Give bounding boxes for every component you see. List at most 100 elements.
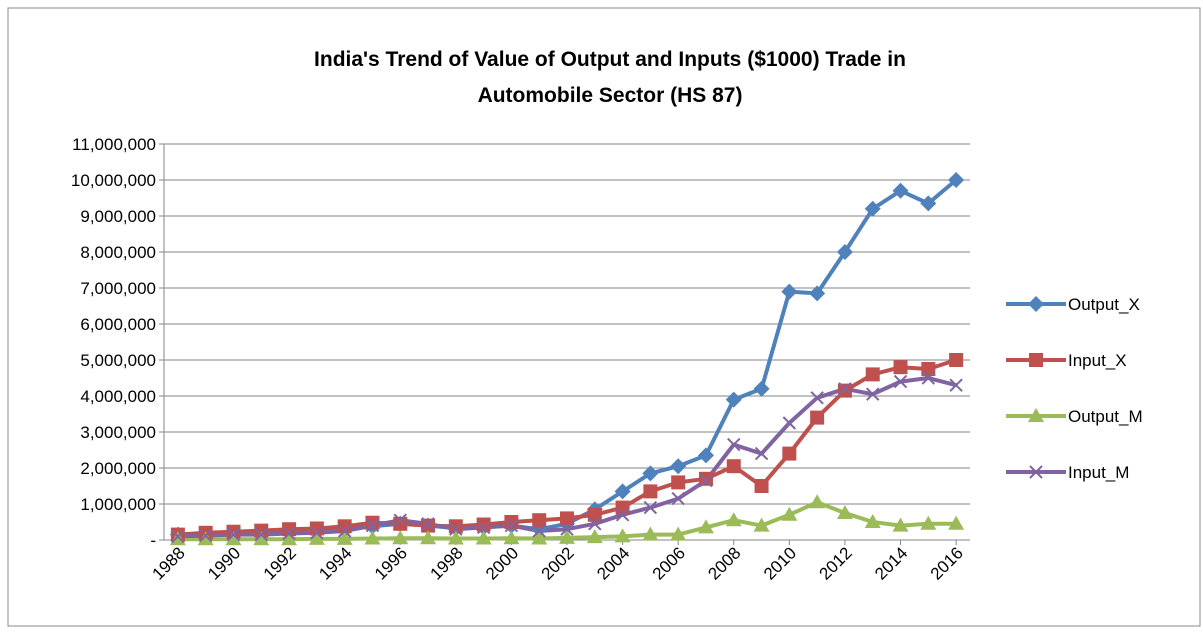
- marker: [892, 182, 909, 199]
- marker: [503, 530, 520, 545]
- marker: [559, 529, 575, 544]
- marker: [336, 530, 353, 545]
- marker: [671, 475, 686, 490]
- marker: [838, 382, 852, 396]
- legend-label: Output_M: [1068, 407, 1143, 426]
- marker: [727, 437, 741, 452]
- marker: [697, 447, 714, 464]
- marker: [725, 512, 742, 527]
- marker: [309, 521, 324, 536]
- marker: [365, 515, 380, 530]
- y-tick-label: 11,000,000: [72, 135, 156, 154]
- marker: [420, 530, 437, 545]
- marker: [253, 531, 270, 546]
- legend-marker: [1029, 465, 1043, 479]
- marker: [447, 530, 464, 545]
- marker: [614, 528, 631, 543]
- marker: [837, 383, 852, 398]
- marker: [864, 200, 881, 217]
- y-tick-label: 5,000,000: [80, 351, 156, 370]
- marker: [615, 508, 630, 522]
- legend-label: Input_M: [1068, 463, 1129, 482]
- y-tick-label: 9,000,000: [80, 207, 156, 226]
- marker: [836, 505, 853, 519]
- marker: [421, 518, 436, 533]
- marker: [642, 465, 659, 482]
- marker: [171, 529, 185, 544]
- y-tick-label: 4,000,000: [80, 387, 156, 406]
- marker: [949, 378, 963, 392]
- marker: [809, 494, 826, 509]
- y-tick-label: -: [150, 531, 156, 550]
- y-tick-label: 10,000,000: [71, 171, 156, 190]
- marker: [476, 520, 491, 535]
- marker: [809, 285, 826, 302]
- marker: [866, 387, 880, 401]
- y-tick-label: 3,000,000: [80, 423, 156, 442]
- marker: [393, 516, 408, 531]
- marker: [726, 459, 741, 474]
- marker: [476, 517, 491, 532]
- y-tick-label: 7,000,000: [80, 279, 156, 298]
- legend-label: Input_X: [1068, 351, 1127, 370]
- marker: [282, 522, 297, 537]
- marker: [448, 519, 463, 534]
- marker: [364, 530, 381, 545]
- marker: [810, 410, 825, 425]
- marker: [725, 391, 742, 408]
- marker: [948, 172, 965, 188]
- marker: [865, 367, 880, 382]
- marker: [560, 511, 574, 526]
- marker: [337, 524, 352, 538]
- marker: [254, 523, 269, 538]
- marker: [670, 458, 687, 475]
- marker: [198, 528, 213, 543]
- marker: [836, 244, 853, 260]
- marker: [782, 416, 797, 430]
- marker: [810, 391, 824, 405]
- chart-title-line2: Automobile Sector (HS 87): [478, 84, 743, 107]
- marker: [588, 517, 602, 531]
- chart-title: India's Trend of Value of Output and Inp…: [314, 48, 906, 71]
- marker: [670, 526, 687, 541]
- marker: [392, 530, 409, 545]
- marker: [949, 353, 964, 367]
- marker: [920, 515, 937, 530]
- marker: [532, 524, 546, 538]
- marker: [697, 519, 714, 534]
- marker: [699, 473, 713, 488]
- marker: [754, 446, 769, 461]
- marker: [864, 514, 881, 528]
- marker: [893, 374, 908, 389]
- legend-marker: [1028, 408, 1044, 422]
- marker: [781, 506, 798, 521]
- marker: [225, 531, 242, 546]
- marker: [281, 531, 298, 546]
- marker: [560, 522, 574, 536]
- marker: [310, 526, 324, 540]
- marker: [504, 515, 519, 529]
- marker: [226, 527, 241, 542]
- y-tick-label: 1,000,000: [80, 495, 156, 514]
- marker: [282, 526, 296, 541]
- marker: [587, 507, 602, 522]
- marker: [781, 283, 798, 300]
- marker: [643, 500, 658, 515]
- marker: [893, 360, 908, 375]
- marker: [197, 531, 214, 546]
- marker: [948, 515, 965, 530]
- y-tick-label: 2,000,000: [80, 459, 156, 478]
- marker: [782, 446, 797, 461]
- marker: [475, 530, 492, 545]
- marker: [754, 479, 769, 493]
- marker: [921, 362, 936, 376]
- marker: [531, 530, 548, 545]
- marker: [393, 513, 407, 527]
- marker: [921, 371, 936, 385]
- marker: [337, 519, 352, 534]
- marker: [642, 526, 659, 541]
- marker: [698, 471, 713, 486]
- marker: [615, 500, 630, 515]
- marker: [671, 491, 685, 506]
